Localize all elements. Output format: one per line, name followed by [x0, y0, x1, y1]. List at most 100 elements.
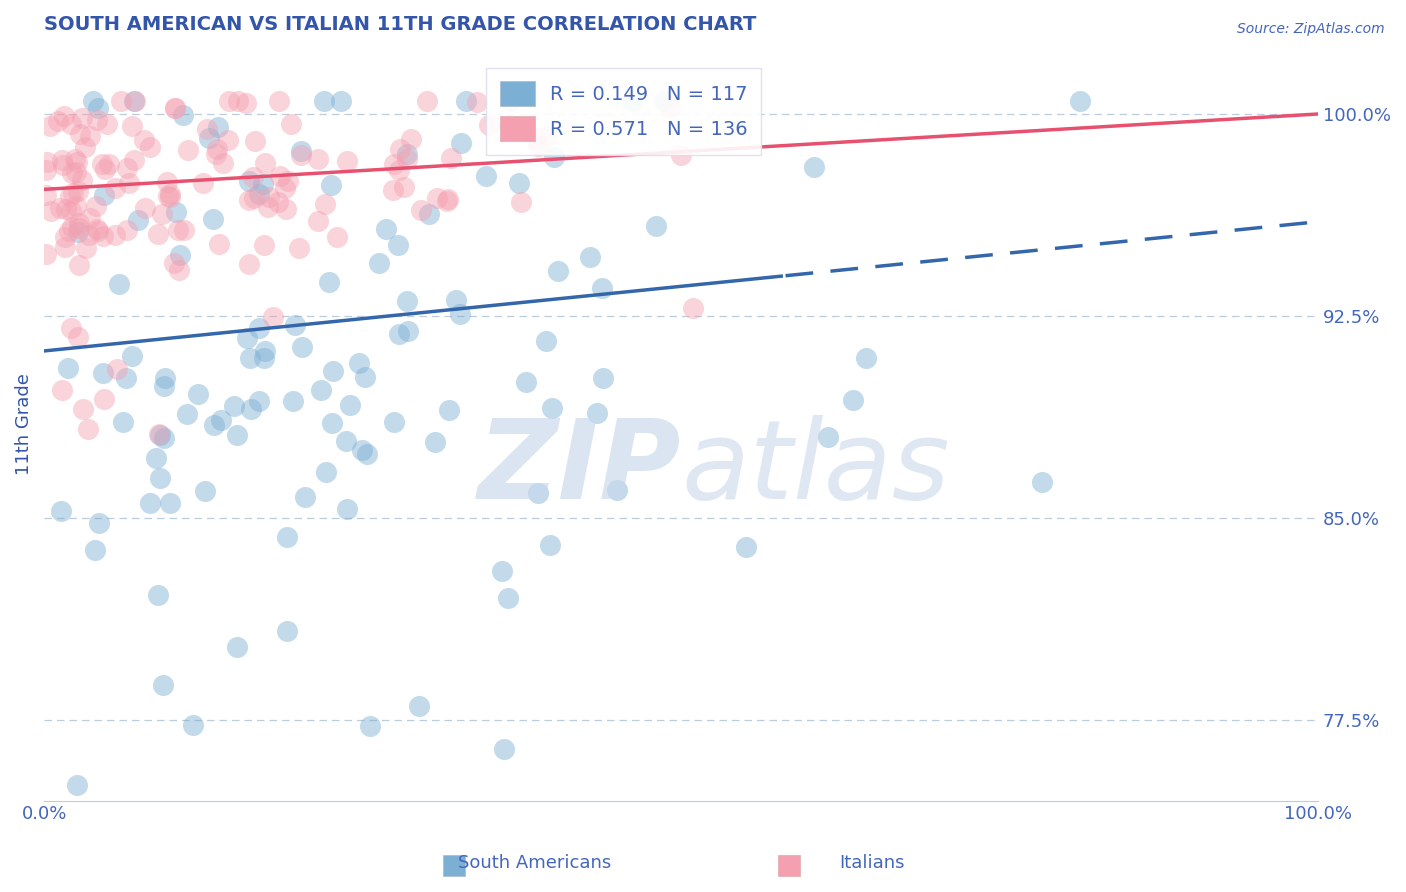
- Point: [212, 155, 235, 169]
- Point: [350, 443, 373, 458]
- Point: [381, 183, 404, 197]
- Point: [165, 102, 187, 116]
- Point: [307, 214, 329, 228]
- Point: [547, 263, 569, 277]
- Point: [243, 191, 266, 205]
- Point: [325, 229, 347, 244]
- Point: [408, 698, 430, 713]
- Point: [238, 174, 260, 188]
- Point: [84, 199, 107, 213]
- Point: [172, 108, 194, 122]
- Point: [139, 496, 162, 510]
- Point: [238, 193, 260, 207]
- Point: [67, 217, 90, 231]
- Point: [70, 173, 93, 187]
- Point: [579, 250, 602, 264]
- Point: [176, 143, 198, 157]
- Point: [115, 370, 138, 384]
- Point: [540, 401, 562, 415]
- Point: [606, 483, 628, 497]
- Point: [319, 178, 342, 192]
- Point: [256, 201, 278, 215]
- Point: [198, 131, 221, 145]
- Point: [396, 146, 419, 161]
- Point: [115, 222, 138, 236]
- Point: [82, 94, 104, 108]
- Point: [538, 538, 561, 552]
- Point: [204, 147, 226, 161]
- Point: [356, 447, 378, 461]
- Point: [354, 369, 377, 384]
- Point: [803, 160, 825, 174]
- Point: [51, 153, 73, 167]
- Point: [165, 101, 187, 115]
- Point: [225, 427, 247, 442]
- Point: [181, 718, 204, 732]
- Point: [396, 293, 419, 308]
- Point: [156, 188, 179, 202]
- Point: [208, 236, 231, 251]
- Point: [682, 301, 704, 315]
- Point: [269, 94, 291, 108]
- Point: [218, 94, 240, 108]
- Point: [253, 351, 276, 365]
- Text: ZIP: ZIP: [478, 416, 681, 523]
- Point: [389, 143, 412, 157]
- Point: [336, 153, 359, 168]
- Point: [478, 118, 501, 132]
- Point: [409, 203, 432, 218]
- Point: [276, 624, 298, 639]
- Point: [149, 428, 172, 442]
- Point: [396, 325, 419, 339]
- Point: [321, 416, 343, 430]
- Point: [242, 169, 264, 184]
- Point: [56, 361, 79, 376]
- Point: [280, 117, 302, 131]
- Point: [247, 394, 270, 409]
- Point: [121, 349, 143, 363]
- Point: [84, 542, 107, 557]
- Point: [388, 162, 411, 177]
- Text: SOUTH AMERICAN VS ITALIAN 11TH GRADE CORRELATION CHART: SOUTH AMERICAN VS ITALIAN 11TH GRADE COR…: [44, 15, 756, 34]
- Point: [65, 165, 87, 179]
- Point: [253, 238, 276, 252]
- Point: [51, 158, 73, 172]
- Point: [274, 202, 297, 216]
- Point: [307, 152, 329, 166]
- Point: [395, 152, 418, 166]
- Point: [58, 189, 80, 203]
- Point: [312, 94, 335, 108]
- Point: [69, 127, 91, 141]
- Point: [277, 174, 299, 188]
- Point: [94, 161, 117, 176]
- Point: [349, 356, 371, 370]
- Point: [339, 398, 361, 412]
- Point: [534, 334, 557, 348]
- Point: [167, 263, 190, 277]
- Point: [66, 778, 89, 792]
- Text: South Americans: South Americans: [458, 855, 610, 872]
- Point: [201, 211, 224, 226]
- Point: [93, 187, 115, 202]
- Point: [367, 255, 389, 269]
- Point: [202, 418, 225, 433]
- Point: [294, 490, 316, 504]
- Point: [474, 169, 496, 183]
- Point: [645, 219, 668, 234]
- Point: [195, 121, 218, 136]
- Point: [108, 277, 131, 292]
- Point: [437, 192, 460, 206]
- Point: [440, 151, 463, 165]
- Point: [87, 224, 110, 238]
- Point: [91, 156, 114, 170]
- Point: [63, 152, 86, 166]
- Point: [159, 190, 181, 204]
- Point: [72, 401, 94, 416]
- Point: [842, 393, 865, 408]
- Point: [124, 94, 146, 108]
- Point: [235, 95, 257, 110]
- Point: [276, 530, 298, 544]
- Point: [35, 162, 58, 177]
- Point: [35, 154, 58, 169]
- Point: [734, 541, 756, 555]
